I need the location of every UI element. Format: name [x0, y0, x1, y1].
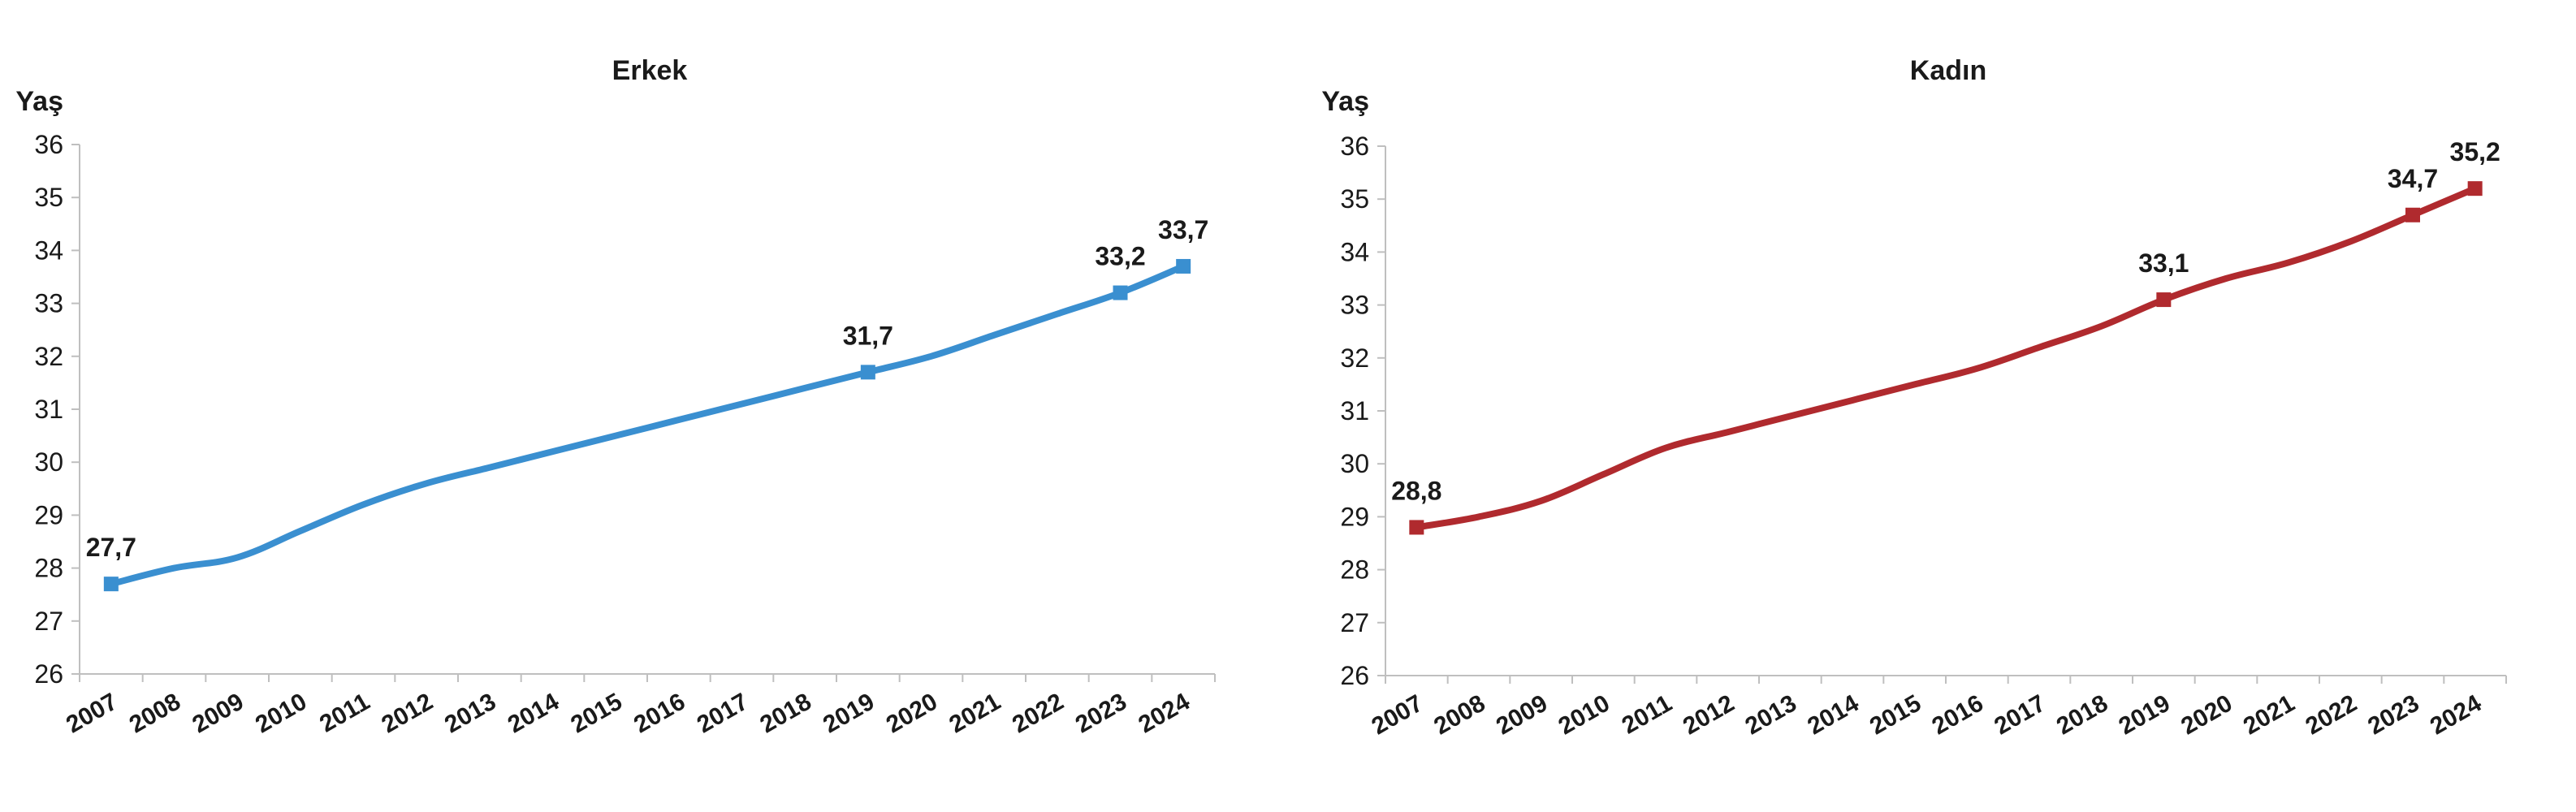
- series-line: [107, 262, 1187, 588]
- y-tick-label: 31: [1340, 396, 1369, 425]
- x-tick-label: 2014: [504, 688, 564, 738]
- x-tick-label: 2011: [1618, 689, 1677, 739]
- x-tick-label: 2012: [1679, 689, 1739, 740]
- x-tick-label: 2016: [629, 688, 689, 738]
- y-tick-label: 32: [34, 342, 63, 371]
- y-tick-label: 36: [1340, 132, 1369, 161]
- x-tick-label: 2018: [755, 688, 815, 738]
- y-tick-label: 34: [34, 235, 63, 265]
- x-tick-label: 2023: [1071, 688, 1131, 738]
- x-tick-label: 2024: [1134, 688, 1195, 738]
- x-tick-label: 2017: [693, 688, 753, 738]
- y-tick-label: 26: [34, 659, 63, 689]
- x-tick-label: 2016: [1928, 689, 1988, 740]
- data-label: 31,7: [843, 321, 893, 350]
- x-tick-label: 2022: [2302, 689, 2362, 740]
- x-tick-label: 2020: [2176, 689, 2237, 740]
- data-label: 33,7: [1158, 215, 1208, 244]
- x-tick-label: 2008: [1429, 689, 1489, 740]
- y-tick-label: 33: [34, 289, 63, 318]
- x-tick-label: 2017: [1990, 689, 2050, 740]
- x-tick-label: 2013: [440, 688, 500, 738]
- y-tick-label: 27: [34, 607, 63, 636]
- data-label: 34,7: [2388, 164, 2438, 193]
- data-point-marker: [2467, 181, 2483, 197]
- data-label: 35,2: [2450, 137, 2500, 166]
- x-tick-label: 2009: [188, 688, 248, 738]
- x-tick-label: 2013: [1741, 689, 1801, 740]
- x-tick-label: 2014: [1803, 689, 1864, 740]
- y-tick-label: 27: [1340, 608, 1369, 637]
- data-point-marker: [1113, 285, 1128, 300]
- y-tick-label: 32: [1340, 343, 1369, 373]
- x-tick-label: 2007: [1368, 689, 1428, 740]
- x-tick-label: 2012: [377, 688, 437, 738]
- x-tick-label: 2023: [2363, 689, 2423, 740]
- y-tick-label: 35: [34, 183, 63, 212]
- x-tick-label: 2007: [62, 688, 122, 738]
- data-point-marker: [1176, 258, 1191, 274]
- x-tick-label: 2015: [1865, 689, 1926, 740]
- y-tick-label: 29: [1340, 502, 1369, 531]
- y-tick-label: 33: [1340, 291, 1369, 320]
- data-label: 28,8: [1391, 476, 1441, 505]
- x-tick-label: 2010: [1554, 689, 1614, 740]
- data-point-marker: [2405, 207, 2420, 222]
- x-tick-label: 2018: [2052, 689, 2112, 740]
- y-tick-label: 30: [34, 447, 63, 477]
- y-tick-label: 29: [34, 500, 63, 529]
- chart-title: Erkek: [612, 55, 688, 86]
- data-label: 33,2: [1095, 242, 1145, 271]
- y-tick-label: 31: [34, 395, 63, 424]
- y-tick-label: 34: [1340, 237, 1369, 266]
- x-tick-label: 2021: [944, 688, 1005, 738]
- y-tick-label: 28: [1340, 555, 1369, 585]
- x-tick-label: 2008: [125, 688, 185, 738]
- y-tick-label: 35: [1340, 184, 1369, 214]
- data-point-marker: [1409, 520, 1424, 535]
- y-tick-label: 36: [34, 130, 63, 159]
- data-point-marker: [2156, 292, 2172, 308]
- data-point-marker: [860, 365, 875, 380]
- x-tick-label: 2020: [882, 688, 942, 738]
- x-tick-label: 2009: [1492, 689, 1552, 740]
- x-tick-label: 2011: [315, 688, 374, 737]
- x-tick-label: 2010: [251, 688, 311, 738]
- y-axis-label: Yaş: [1321, 86, 1369, 117]
- x-tick-label: 2021: [2239, 689, 2299, 740]
- x-tick-label: 2015: [566, 688, 626, 738]
- x-tick-label: 2019: [819, 688, 879, 738]
- y-tick-label: 28: [34, 554, 63, 583]
- y-tick-label: 30: [1340, 449, 1369, 478]
- series-line: [1413, 185, 2479, 531]
- y-axis-label: Yaş: [15, 86, 63, 117]
- data-label: 33,1: [2138, 248, 2189, 278]
- chart-title: Kadın: [1910, 55, 1986, 86]
- x-tick-label: 2024: [2426, 689, 2487, 740]
- x-tick-label: 2019: [2115, 689, 2175, 740]
- x-tick-label: 2022: [1008, 688, 1068, 738]
- data-label: 27,7: [86, 533, 136, 562]
- data-point-marker: [103, 577, 119, 592]
- y-tick-label: 26: [1340, 661, 1369, 690]
